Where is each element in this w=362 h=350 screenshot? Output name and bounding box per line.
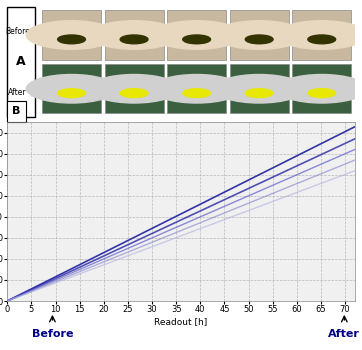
Circle shape (89, 21, 179, 49)
Text: After: After (8, 88, 27, 97)
Text: After: After (328, 329, 360, 339)
Circle shape (89, 75, 179, 103)
FancyBboxPatch shape (292, 10, 351, 60)
FancyBboxPatch shape (230, 10, 289, 60)
Circle shape (151, 21, 242, 49)
Circle shape (120, 89, 148, 98)
FancyBboxPatch shape (7, 7, 35, 117)
X-axis label: Readout [h]: Readout [h] (154, 317, 208, 326)
FancyBboxPatch shape (167, 10, 226, 60)
FancyBboxPatch shape (42, 10, 101, 60)
Circle shape (183, 89, 211, 98)
Circle shape (183, 35, 211, 44)
Circle shape (277, 21, 362, 49)
Text: B: B (12, 106, 21, 117)
FancyBboxPatch shape (292, 64, 351, 113)
Circle shape (245, 35, 273, 44)
FancyBboxPatch shape (42, 64, 101, 113)
FancyBboxPatch shape (7, 101, 26, 122)
Circle shape (58, 35, 85, 44)
Circle shape (58, 89, 85, 98)
Text: A: A (16, 55, 26, 68)
Circle shape (277, 75, 362, 103)
Text: Before: Before (31, 329, 73, 339)
Circle shape (26, 21, 117, 49)
Circle shape (245, 89, 273, 98)
FancyBboxPatch shape (230, 64, 289, 113)
Circle shape (151, 75, 242, 103)
Circle shape (120, 35, 148, 44)
Circle shape (26, 75, 117, 103)
FancyBboxPatch shape (105, 10, 164, 60)
Text: Before: Before (5, 27, 30, 36)
Circle shape (308, 35, 336, 44)
Circle shape (308, 89, 336, 98)
Circle shape (214, 21, 304, 49)
FancyBboxPatch shape (105, 64, 164, 113)
Circle shape (214, 75, 304, 103)
FancyBboxPatch shape (167, 64, 226, 113)
